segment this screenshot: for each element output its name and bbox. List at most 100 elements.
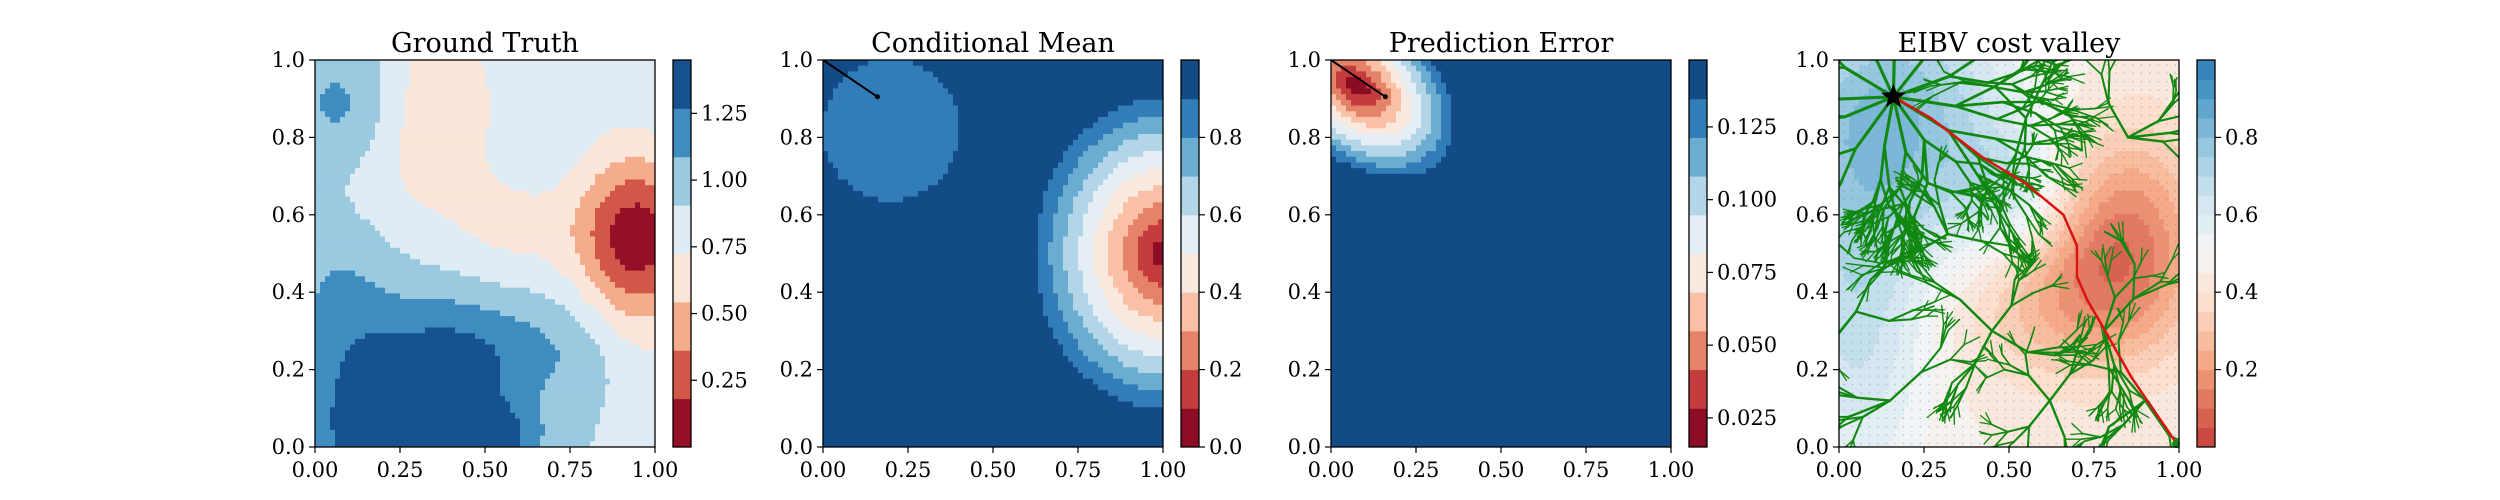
heatmap-cell [485,299,491,306]
heatmap-cell [365,60,371,67]
heatmap-cell [380,321,386,329]
heatmap-cell [375,105,381,112]
heatmap-cell [565,179,571,186]
heatmap-cell [435,384,441,391]
heatmap-cell [640,281,646,289]
heatmap-cell [330,128,336,135]
heatmap-cell [520,333,526,340]
heatmap-cell [345,225,351,232]
heatmap-cell [475,133,481,141]
heatmap-cell [330,327,336,334]
heatmap-cell [360,418,366,425]
heatmap-cell [645,133,651,141]
heatmap-cell [823,367,829,374]
heatmap-cell [380,412,386,420]
heatmap-cell [515,247,521,255]
heatmap-cell [823,310,829,317]
heatmap-cell [530,151,536,158]
heatmap-cell [555,156,561,164]
heatmap-cell [485,168,491,175]
heatmap-cell [500,236,506,243]
heatmap-cell [570,350,576,357]
heatmap-cell [823,111,829,118]
heatmap-cell [570,384,576,391]
heatmap-cell [520,441,526,447]
heatmap-cell [480,327,486,334]
heatmap-cell [838,116,844,124]
heatmap-cell [455,111,461,118]
heatmap-cell [575,133,581,141]
x-tick-label: 1.00 [632,458,679,482]
heatmap-cell [585,441,591,447]
heatmap-cell [580,361,586,368]
heatmap-cell [650,281,655,289]
heatmap-cell [465,60,471,67]
heatmap-cell [823,259,829,266]
heatmap-cell [315,384,321,391]
heatmap-cell [345,128,351,135]
heatmap-cell [490,338,496,346]
heatmap-cell [425,333,431,340]
heatmap-cell [400,94,406,101]
heatmap-cell [485,145,491,152]
heatmap-cell [525,230,531,238]
heatmap-cell [360,190,366,198]
heatmap-cell [440,253,446,260]
heatmap-cell [520,151,526,158]
heatmap-cell [435,82,441,90]
heatmap-cell [390,190,396,198]
heatmap-cell [390,333,396,340]
heatmap-cell [610,321,616,329]
heatmap-cell [505,185,511,192]
heatmap-cell [425,173,431,181]
heatmap-cell [545,401,551,408]
heatmap-cell [540,259,546,266]
heatmap-cell [330,133,336,141]
heatmap-cell [350,207,356,215]
heatmap-cell [495,82,501,90]
heatmap-cell [828,384,834,391]
heatmap-cell [405,173,411,181]
heatmap-cell [465,338,471,346]
heatmap-cell [340,122,346,129]
heatmap-cell [365,321,371,329]
heatmap-cell [335,71,341,78]
heatmap-cell [320,128,326,135]
heatmap-cell [595,139,601,146]
heatmap-cell [405,128,411,135]
heatmap-cell [410,88,416,95]
heatmap-cell [828,407,834,414]
heatmap-cell [620,390,626,397]
heatmap-cell [400,71,406,78]
heatmap-cell [375,327,381,334]
heatmap-cell [345,361,351,368]
heatmap-cell [545,162,551,169]
heatmap-cell [585,304,591,312]
heatmap-cell [385,88,391,95]
heatmap-cell [555,60,561,67]
heatmap-cell [470,327,476,334]
heatmap-cell [355,151,361,158]
heatmap-cell [455,185,461,192]
heatmap-cell [515,276,521,283]
heatmap-cell [515,173,521,181]
heatmap-cell [505,316,511,323]
heatmap-cell [330,390,336,397]
heatmap-cell [625,173,631,181]
colorbar-tick-label: 1.00 [701,168,748,192]
heatmap-cell [828,145,834,152]
heatmap-cell [315,395,321,403]
heatmap-cell [430,71,436,78]
heatmap-cell [395,435,401,442]
heatmap-cell [320,242,326,249]
heatmap-cell [445,168,451,175]
heatmap-cell [520,230,526,238]
heatmap-cell [555,99,561,107]
heatmap-cell [600,247,606,255]
heatmap-cell [570,94,576,101]
heatmap-cell [510,168,516,175]
heatmap-cell [635,133,641,141]
heatmap-cell [475,429,481,437]
heatmap-cell [455,65,461,72]
